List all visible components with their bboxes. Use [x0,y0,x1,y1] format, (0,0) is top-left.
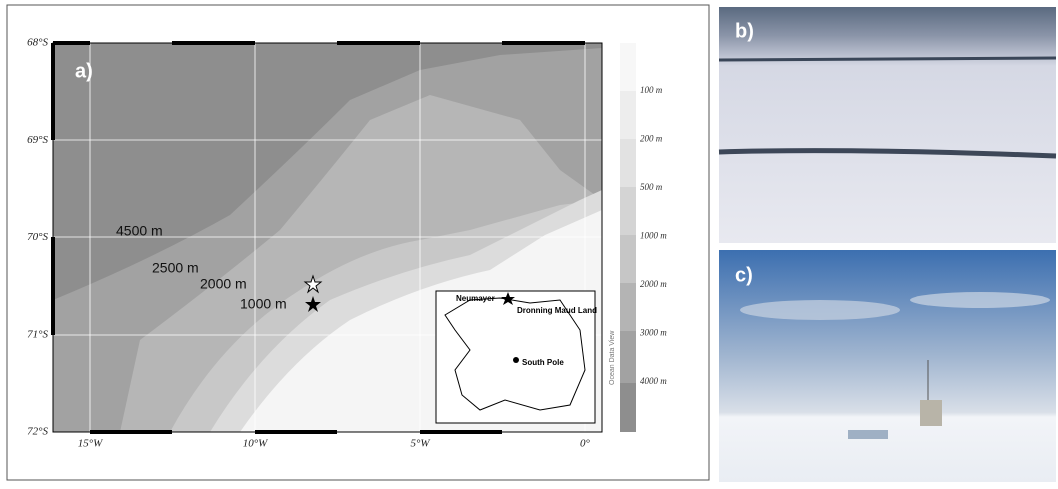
inset-station: Neumayer [456,294,495,303]
depth-label: 2500 m [152,260,199,276]
lon-label: 0° [580,438,591,450]
colorbar-label: 200 m [640,134,663,144]
inset-pole: South Pole [522,358,564,367]
colorbar-label: 1000 m [640,231,667,241]
lat-label: 70°S [27,231,48,243]
colorbar-label: 2000 m [640,279,667,289]
colorbar [620,43,636,432]
photo-b [719,7,1056,243]
depth-label: 1000 m [240,296,287,312]
lat-label: 72°S [27,426,48,438]
lat-label: 69°S [27,134,48,146]
lat-label: 71°S [27,328,48,340]
credit: Ocean Data View [609,330,616,385]
lon-label: 10°W [243,438,268,450]
panel-label: a) [75,60,93,82]
colorbar-label: 3000 m [639,328,667,338]
depth-label: 4500 m [116,223,163,239]
panel-label: c) [735,264,753,286]
colorbar-label: 4000 m [640,376,667,386]
colorbar-label: 500 m [640,182,663,192]
lon-label: 5°W [410,438,430,450]
colorbar-label: 100 m [640,85,663,95]
panel-label: b) [735,20,754,42]
inset-region: Dronning Maud Land [517,306,597,315]
depth-label: 2000 m [200,276,247,292]
figure: 68°S 69°S 70°S 71°S 72°S 15°W 10°W 5°W 0° 4500 m 2… [0,0,1058,484]
lat-label: 68°S [27,37,48,49]
lon-label: 15°W [78,438,103,450]
photo-c [719,250,1056,482]
